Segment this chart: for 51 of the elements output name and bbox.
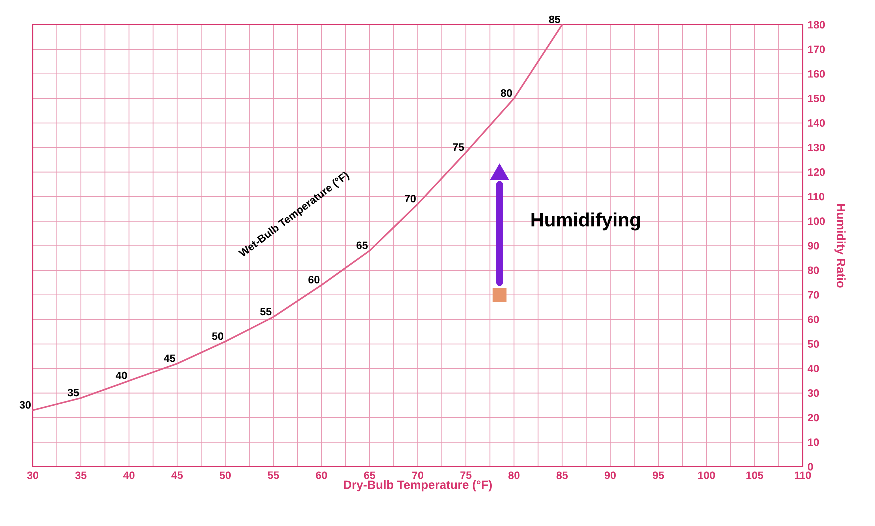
x-tick-label: 55: [268, 472, 280, 480]
annotation: 65: [356, 242, 368, 250]
y-tick-label: 50: [808, 340, 820, 348]
y-tick-label: 180: [808, 21, 826, 29]
x-tick-label: 105: [746, 472, 764, 480]
x-tick-label: 90: [604, 472, 616, 480]
annotation: 40: [116, 372, 128, 380]
x-tick-label: 85: [556, 472, 568, 480]
x-tick-label: 65: [364, 472, 376, 480]
y-tick-label: 120: [808, 168, 826, 176]
x-tick-label: 40: [123, 472, 135, 480]
x-tick-label: 35: [75, 472, 87, 480]
annotation: 30: [20, 401, 31, 409]
y-tick-label: 10: [808, 438, 820, 446]
y-tick-label: 70: [808, 291, 820, 299]
annotation: Humidifying: [532, 212, 640, 231]
y-tick-label: 130: [808, 144, 826, 152]
x-tick-label: 110: [795, 472, 812, 480]
y-tick-label: 20: [808, 414, 820, 422]
annotation: 55: [260, 308, 272, 316]
annotation: 70: [404, 195, 416, 203]
y-tick-label: 170: [808, 46, 826, 54]
y-tick-label: 100: [808, 218, 826, 226]
annotation: 80: [501, 90, 512, 98]
y-tick-label: 40: [808, 365, 820, 373]
x-tick-label: 100: [698, 472, 716, 480]
y-tick-label: 110: [808, 193, 824, 201]
annotation: 35: [68, 389, 80, 397]
annotation: 60: [308, 276, 320, 284]
y-tick-label: 150: [808, 94, 826, 102]
x-tick-label: 30: [27, 472, 38, 480]
y-tick-label: 30: [808, 390, 820, 398]
annotation: 50: [212, 332, 224, 340]
x-tick-label: 45: [172, 472, 183, 480]
x-tick-label: 80: [508, 472, 520, 480]
annotation: 85: [549, 16, 560, 24]
x-axis-title: Dry-Bulb Temperature (°F): [344, 480, 492, 492]
x-tick-label: 75: [460, 472, 472, 480]
annotation: 45: [164, 354, 176, 362]
x-tick-label: 60: [316, 472, 328, 480]
y-tick-label: 90: [808, 242, 820, 250]
y-axis-title: Humidity Ratio: [834, 204, 846, 288]
x-tick-label: 95: [653, 472, 664, 480]
y-tick-label: 160: [808, 70, 826, 78]
x-tick-label: 70: [412, 472, 424, 480]
y-tick-label: 0: [808, 463, 814, 471]
annotation: 75: [453, 144, 464, 152]
y-tick-label: 140: [808, 119, 826, 127]
x-tick-label: 50: [220, 472, 231, 480]
y-tick-label: 60: [808, 316, 820, 324]
y-tick-label: 80: [808, 266, 820, 274]
